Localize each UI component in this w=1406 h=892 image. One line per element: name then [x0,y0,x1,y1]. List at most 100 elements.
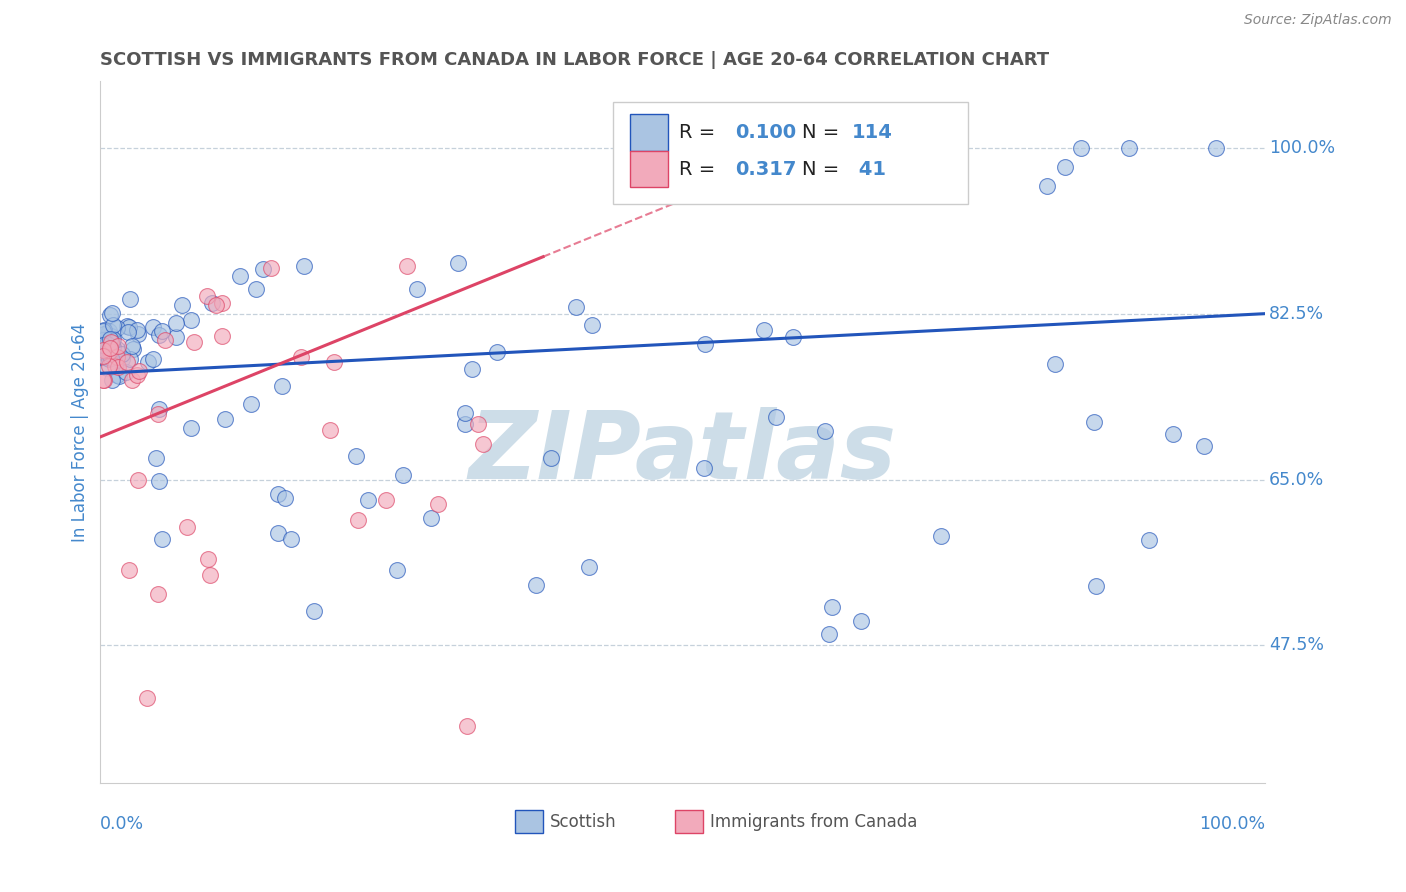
Point [1118,141,1140,155]
Point [97,359,120,374]
Point [93,327,115,342]
Point [693,337,716,351]
Point [115,355,138,369]
Point [396,259,419,273]
Point [93,323,115,337]
Point [98,308,121,322]
Point [280,533,302,547]
Point [118,293,141,307]
Point [148,327,170,342]
Point [1205,141,1227,155]
Point [765,409,787,424]
Point [117,325,139,339]
Y-axis label: In Labor Force | Age 20-64: In Labor Force | Age 20-64 [72,323,89,541]
Point [101,306,124,320]
Point [1163,426,1185,441]
Point [98,343,121,358]
Point [91,338,114,352]
Point [100,329,122,343]
Point [94,343,117,358]
Point [782,329,804,343]
Point [148,587,170,601]
Point [105,343,128,357]
Point [97,334,120,348]
Point [105,350,128,364]
Point [524,578,547,592]
Point [107,339,129,353]
Point [581,318,603,332]
Point [93,335,115,350]
Point [211,329,233,343]
Point [96,341,118,355]
Point [97,342,120,356]
Point [456,719,478,733]
Point [153,333,176,347]
FancyBboxPatch shape [630,114,668,151]
Point [135,690,157,705]
Point [180,421,202,435]
Text: 47.5%: 47.5% [1268,637,1324,655]
Point [96,337,118,351]
Point [115,366,138,380]
Point [420,511,443,525]
Point [96,361,118,376]
Point [260,261,283,276]
Point [427,497,450,511]
Point [118,563,141,577]
Point [107,359,129,374]
Point [1083,415,1105,429]
Point [91,334,114,348]
Point [817,627,839,641]
Point [472,437,495,451]
Point [467,417,489,432]
Point [454,417,477,431]
Text: SCOTTISH VS IMMIGRANTS FROM CANADA IN LABOR FORCE | AGE 20-64 CORRELATION CHART: SCOTTISH VS IMMIGRANTS FROM CANADA IN LA… [100,51,1049,69]
Point [150,532,173,546]
Text: 82.5%: 82.5% [1268,305,1324,323]
Point [100,351,122,366]
Text: Scottish: Scottish [550,813,617,830]
Point [197,552,219,566]
Point [752,323,775,337]
Point [91,343,114,358]
Point [252,261,274,276]
Point [148,407,170,421]
FancyBboxPatch shape [630,151,668,187]
Text: 41: 41 [852,160,886,178]
Point [142,320,165,334]
Point [98,352,121,367]
Point [814,424,837,438]
Point [101,318,124,332]
Point [101,340,124,354]
Point [270,379,292,393]
Text: R =: R = [679,123,721,142]
Point [98,332,121,346]
Point [693,460,716,475]
Point [821,599,844,614]
Point [204,298,226,312]
Point [356,493,378,508]
Point [290,350,312,364]
Text: N =: N = [801,160,839,178]
Point [292,259,315,273]
Point [101,332,124,346]
FancyBboxPatch shape [675,810,703,833]
Point [148,474,170,488]
Point [145,450,167,465]
Point [111,352,134,367]
Point [93,332,115,346]
Point [486,345,509,359]
Point [347,513,370,527]
Point [267,526,290,541]
Point [240,397,263,411]
Text: N =: N = [801,123,839,142]
Text: ZIPatlas: ZIPatlas [468,407,897,500]
Point [91,338,114,352]
Point [118,351,141,366]
Point [115,319,138,334]
Point [91,350,114,364]
Text: Source: ZipAtlas.com: Source: ZipAtlas.com [1244,13,1392,28]
Point [266,487,288,501]
Point [387,563,409,577]
Point [172,298,194,312]
